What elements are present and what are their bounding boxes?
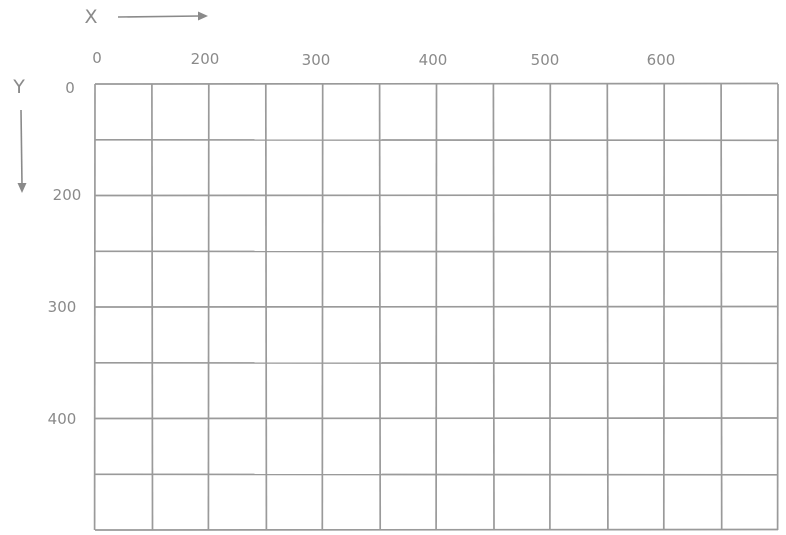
y-tick-label: 200 bbox=[53, 186, 82, 204]
grid-horizontal-line bbox=[94, 361, 779, 365]
x-tick-label: 600 bbox=[647, 51, 676, 69]
x-tick-label: 0 bbox=[92, 49, 102, 67]
x-tick-label: 200 bbox=[191, 50, 220, 68]
x-tick-label: 400 bbox=[419, 51, 448, 69]
y-tick-label: 400 bbox=[48, 410, 77, 428]
x-tick-label: 300 bbox=[302, 51, 331, 69]
grid-horizontal-line bbox=[94, 305, 779, 308]
y-tick-label: 300 bbox=[48, 298, 77, 316]
x-tick-labels: 0 200 300 400 500 600 bbox=[92, 49, 675, 69]
grid-horizontal-line bbox=[94, 250, 779, 253]
grid-horizontal-line bbox=[94, 473, 779, 476]
x-direction-arrow-icon bbox=[117, 11, 208, 21]
grid-lines bbox=[93, 82, 779, 531]
x-tick-label: 500 bbox=[531, 51, 560, 69]
grid-horizontal-line bbox=[94, 417, 779, 420]
x-axis-label: X bbox=[84, 6, 97, 28]
grid-horizontal-line bbox=[94, 82, 779, 85]
y-tick-label: 0 bbox=[65, 79, 75, 97]
grid-horizontal-line bbox=[94, 528, 779, 531]
y-tick-labels: 0 200 300 400 bbox=[48, 79, 82, 428]
grid-horizontal-line bbox=[94, 138, 779, 142]
y-direction-arrow-icon bbox=[17, 109, 27, 193]
grid-horizontal-line bbox=[94, 194, 779, 197]
y-axis-label: Y bbox=[12, 76, 25, 98]
